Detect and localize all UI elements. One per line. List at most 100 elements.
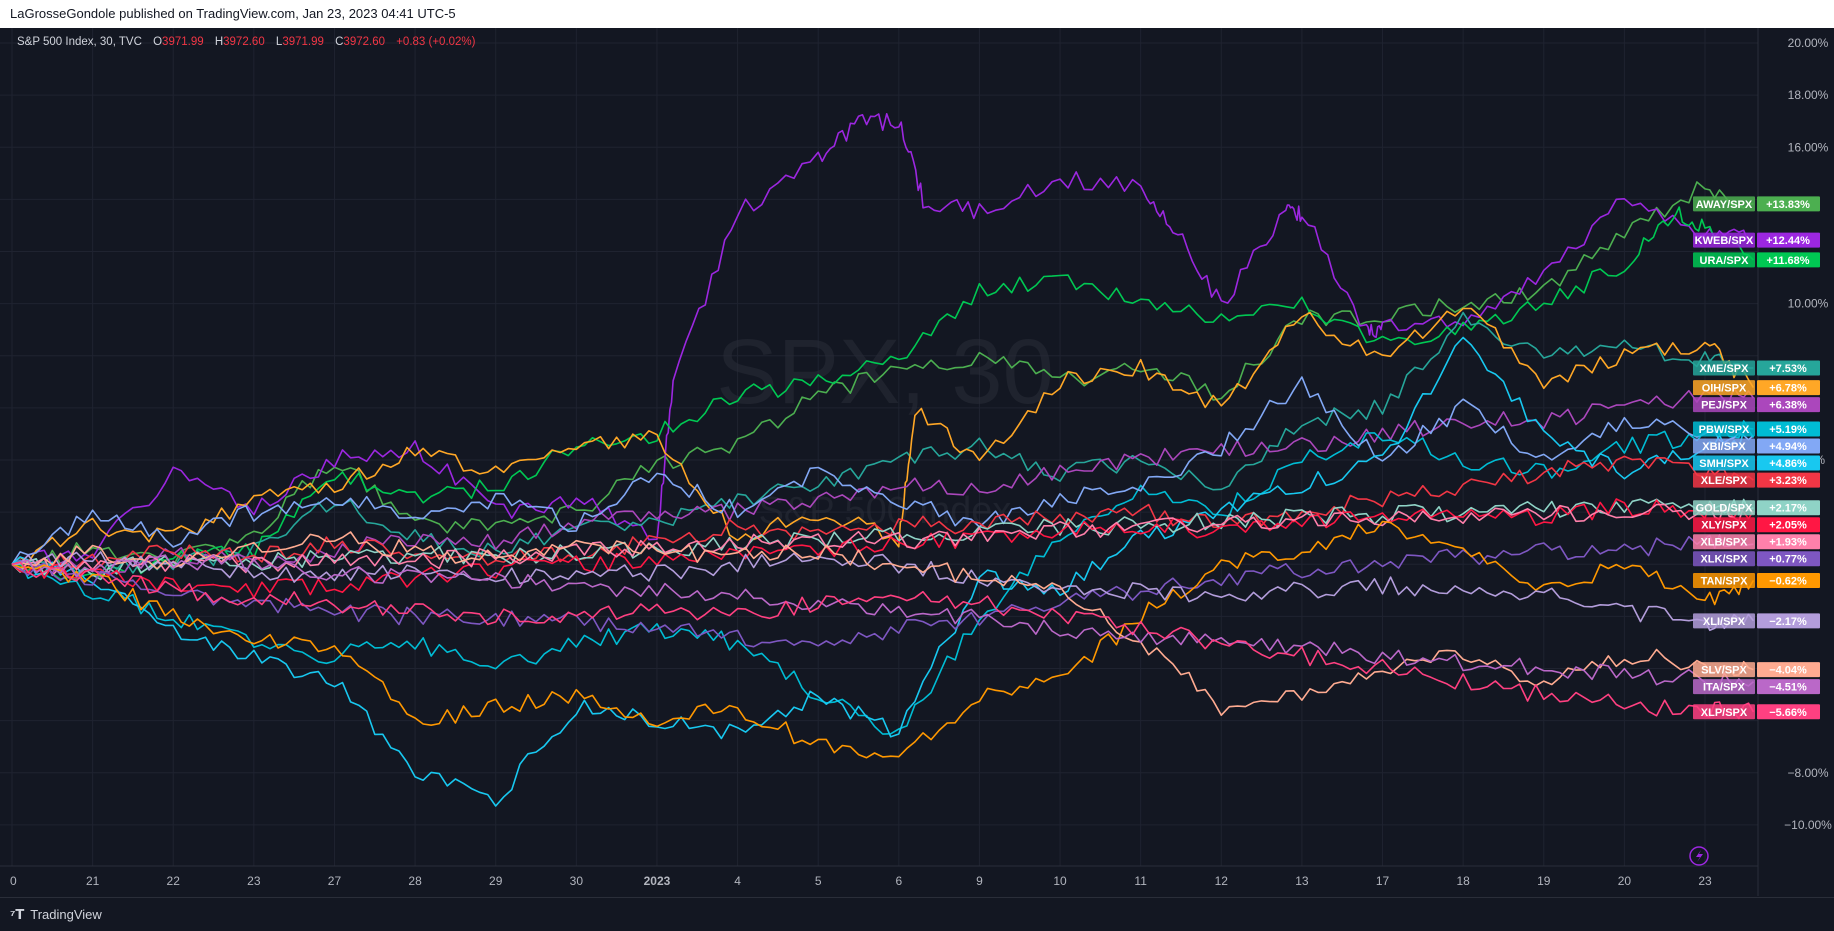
- price-tag-value: +6.38%: [1769, 400, 1807, 412]
- x-tick-label: 2023: [644, 874, 671, 888]
- tradingview-logo-icon: ⁷𝗧: [10, 906, 25, 922]
- chart-background: [0, 28, 1834, 897]
- x-tick-label: 4: [734, 874, 741, 888]
- x-tick-label: 19: [1537, 874, 1551, 888]
- legend-h-value: 3972.60: [223, 36, 265, 48]
- series-line-xlb-spx: [11, 503, 1754, 576]
- x-tick-label: 6: [895, 874, 902, 888]
- price-tag-value: +6.78%: [1769, 383, 1807, 395]
- price-tag-value: −2.17%: [1769, 616, 1807, 628]
- legend-c-value: 3972.60: [343, 36, 385, 48]
- price-tag-value: +0.77%: [1769, 554, 1807, 566]
- series-line-pej-spx: [11, 387, 1755, 575]
- y-tick-label: 18.00%: [1788, 88, 1829, 102]
- legend-o-value: 3971.99: [162, 36, 204, 48]
- series-line-xlp-spx: [11, 561, 1755, 720]
- series-line-pbw-spx: [11, 420, 1754, 735]
- ohlc-legend[interactable]: S&P 500 Index, 30, TVC O3971.99 H3972.60…: [17, 36, 476, 48]
- legend-h-label: H: [215, 36, 223, 48]
- price-tag-name: XLE/SPX: [1701, 475, 1748, 487]
- legend-l-value: 3971.99: [282, 36, 324, 48]
- price-tag-value: +7.53%: [1769, 363, 1807, 375]
- price-tag-name: XBI/SPX: [1702, 441, 1746, 453]
- price-tag-name: XME/SPX: [1700, 363, 1750, 375]
- footer-brand: TradingView: [30, 907, 102, 922]
- published-header: LaGrosseGondole published on TradingView…: [0, 0, 1834, 28]
- x-tick-label: 20: [1618, 874, 1632, 888]
- price-tag-value: −4.04%: [1769, 665, 1807, 677]
- series-line-xly-spx: [11, 498, 1755, 599]
- price-tag-xbi-spx: XBI/SPX +4.94%: [1693, 438, 1820, 454]
- price-tag-xlk-spx: XLK/SPX +0.77%: [1693, 551, 1820, 567]
- price-tag-xlp-spx: XLP/SPX −5.66%: [1693, 704, 1820, 720]
- legend-l-label: L: [276, 36, 283, 48]
- x-tick-label: 9: [976, 874, 983, 888]
- series-line-ita-spx: [11, 554, 1754, 690]
- series-line-gold-spx: [11, 498, 1754, 581]
- price-tag-kweb-spx: KWEB/SPX +12.44%: [1693, 232, 1820, 248]
- price-tag-value: −5.66%: [1769, 707, 1807, 719]
- legend-change: +0.83 (+0.02%): [396, 36, 475, 48]
- series-line-xlk-spx: [11, 534, 1754, 648]
- x-tick-label: 12: [1215, 874, 1229, 888]
- x-tick-label: 28: [408, 874, 422, 888]
- price-tag-away-spx: AWAY/SPX +13.83%: [1693, 196, 1820, 212]
- price-tag-ita-spx: ITA/SPX −4.51%: [1693, 679, 1820, 695]
- series-line-xli-spx: [11, 551, 1755, 632]
- published-text: LaGrosseGondole published on TradingView…: [10, 6, 456, 21]
- legend-o-label: O: [153, 36, 162, 48]
- price-tag-name: XLY/SPX: [1701, 520, 1747, 532]
- price-tag-value: −0.62%: [1769, 575, 1807, 587]
- series-line-xbi-spx: [11, 376, 1754, 565]
- price-tag-name: XLI/SPX: [1703, 616, 1746, 628]
- price-tag-gold-spx: GOLD/SPX +2.17%: [1693, 500, 1820, 516]
- time-axis[interactable]: 0 21 22 23 27 28 29 30 2023 4 5 6 9 10 11 12 13 17 18 19 20 2…: [10, 874, 1712, 888]
- price-tag-value: +1.93%: [1769, 537, 1807, 549]
- x-tick-label: 29: [489, 874, 503, 888]
- x-tick-label: 0: [10, 874, 17, 888]
- svg-text:S&P 500 Index, 30, TVC O: S&P 500 Index, 30, TVC O3971.99 H3972.60…: [17, 36, 476, 48]
- price-tag-name: URA/SPX: [1700, 255, 1750, 267]
- price-tag-pbw-spx: PBW/SPX +5.19%: [1693, 421, 1820, 437]
- price-tag-name: GOLD/SPX: [1696, 503, 1754, 515]
- legend-symbol: S&P 500 Index, 30, TVC: [17, 36, 142, 48]
- series-price-tags: AWAY/SPX +13.83% KWEB/SPX +12.44% URA/SPX +11…: [1693, 196, 1820, 720]
- x-tick-label: 10: [1053, 874, 1067, 888]
- x-tick-label: 5: [815, 874, 822, 888]
- price-tag-name: SLV/SPX: [1701, 665, 1747, 677]
- price-tag-value: +11.68%: [1766, 255, 1809, 267]
- y-tick-label: 10.00%: [1788, 297, 1829, 311]
- series-line-xle-spx: [11, 455, 1754, 573]
- y-tick-label: −10.00%: [1784, 818, 1832, 832]
- x-tick-label: 23: [1698, 874, 1712, 888]
- y-tick-label: 20.00%: [1788, 36, 1829, 50]
- lightning-icon[interactable]: [1689, 846, 1709, 866]
- price-tag-smh-spx: SMH/SPX +4.86%: [1693, 455, 1820, 471]
- price-tag-xlb-spx: XLB/SPX +1.93%: [1693, 534, 1820, 550]
- x-tick-label: 21: [86, 874, 100, 888]
- price-tag-value: +4.86%: [1769, 458, 1807, 470]
- price-tag-pej-spx: PEJ/SPX +6.38%: [1693, 397, 1820, 413]
- price-tag-name: SMH/SPX: [1699, 458, 1749, 470]
- y-tick-label: 16.00%: [1788, 140, 1829, 154]
- x-tick-label: 11: [1134, 874, 1147, 888]
- price-tag-value: +2.05%: [1769, 520, 1807, 532]
- x-tick-label: 23: [247, 874, 261, 888]
- series-line-xme-spx: [11, 311, 1754, 577]
- price-tag-name: KWEB/SPX: [1695, 235, 1754, 247]
- price-tag-oih-spx: OIH/SPX +6.78%: [1693, 380, 1820, 396]
- price-tag-name: XLK/SPX: [1700, 554, 1748, 566]
- series-line-kweb-spx: [11, 113, 1754, 566]
- comparison-chart[interactable]: SPX, 30 S&P 500 Index 20.00%18.00%16.00%…: [0, 28, 1834, 897]
- price-tag-tan-spx: TAN/SPX −0.62%: [1693, 572, 1820, 588]
- y-tick-label: −8.00%: [1787, 766, 1828, 780]
- price-tag-name: TAN/SPX: [1701, 575, 1749, 587]
- price-tag-ura-spx: URA/SPX +11.68%: [1693, 252, 1820, 268]
- x-tick-label: 27: [328, 874, 342, 888]
- price-tag-name: XLB/SPX: [1700, 537, 1748, 549]
- price-tag-name: PEJ/SPX: [1701, 400, 1748, 412]
- series-lines: [11, 113, 1755, 807]
- price-tag-slv-spx: SLV/SPX −4.04%: [1693, 662, 1820, 678]
- price-tag-name: PBW/SPX: [1699, 424, 1750, 436]
- x-tick-label: 30: [570, 874, 584, 888]
